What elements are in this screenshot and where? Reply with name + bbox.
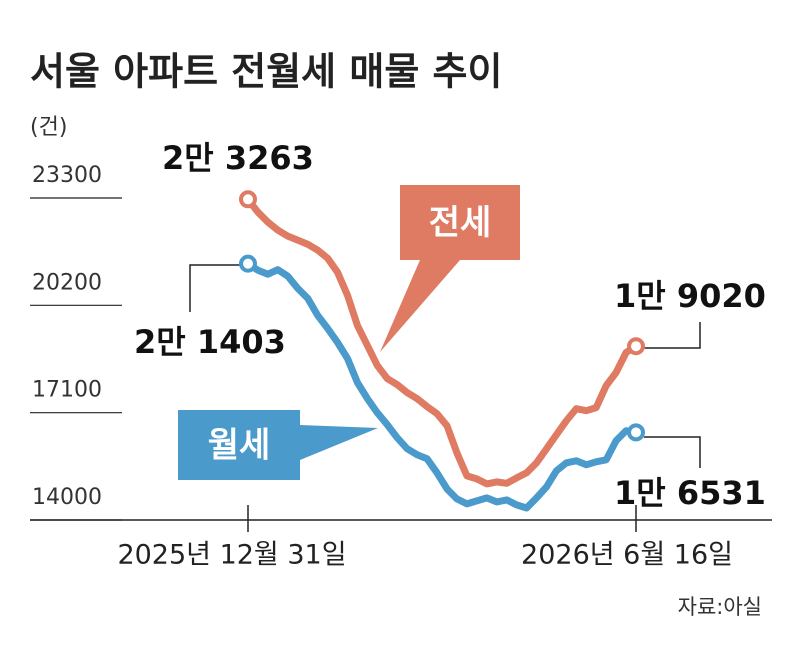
source: 자료:아실 xyxy=(678,595,762,619)
end-marker xyxy=(239,254,257,273)
series-line xyxy=(244,195,640,488)
y-tick-label: 20200 xyxy=(32,270,102,295)
legend-label: 전세 xyxy=(429,203,492,243)
leader-line xyxy=(644,436,701,468)
leader-line xyxy=(644,322,701,349)
end-marker xyxy=(239,190,257,209)
legend-box xyxy=(178,410,300,480)
series-line xyxy=(244,260,640,512)
y-tick-label: 23300 xyxy=(32,163,102,188)
end-marker xyxy=(627,423,645,442)
value-label: 2만 3263 xyxy=(162,139,314,177)
y-axis-label: (건) xyxy=(30,115,67,140)
value-label: 1만 9020 xyxy=(614,277,766,315)
leader-line xyxy=(189,264,240,312)
legend-pointer xyxy=(380,260,460,352)
value-label: 1만 6531 xyxy=(614,474,766,512)
legend-box xyxy=(400,185,520,260)
x-tick-label: 2026년 6월 16일 xyxy=(521,540,733,571)
y-tick-label: 14000 xyxy=(32,485,102,510)
x-tick-label: 2025년 12월 31일 xyxy=(117,540,346,571)
legend-label: 월세 xyxy=(208,426,271,466)
legend-pointer xyxy=(300,425,378,460)
y-tick-label: 17100 xyxy=(32,378,102,403)
chart-title: 서울 아파트 전월세 매물 추이 xyxy=(30,50,502,94)
value-label: 2만 1403 xyxy=(134,323,286,361)
end-marker xyxy=(627,337,645,356)
